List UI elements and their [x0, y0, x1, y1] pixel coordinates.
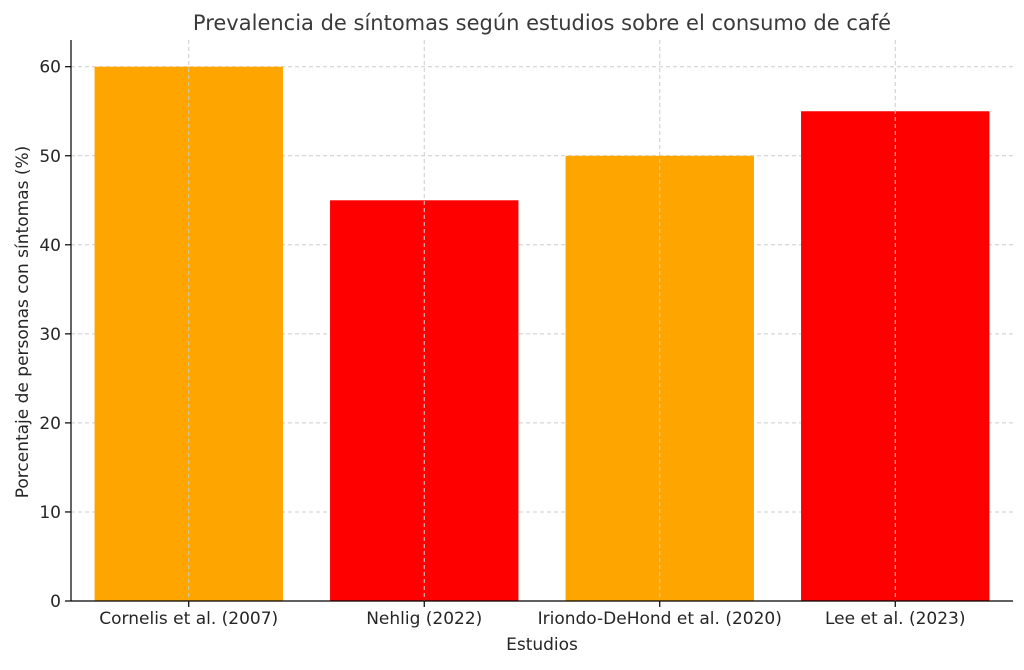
axes: [70, 40, 1013, 602]
y-axis-ticks: 0 10 20 30 40 50 60: [39, 58, 71, 612]
y-tick-label: 60: [39, 58, 61, 78]
x-tick-label: Nehlig (2022): [366, 609, 482, 629]
y-tick-label: 20: [39, 414, 61, 434]
x-axis-label: Estudios: [506, 635, 578, 655]
x-axis-ticks: Cornelis et al. (2007) Nehlig (2022) Irion…: [99, 601, 966, 629]
y-tick-label: 30: [39, 325, 61, 345]
x-tick-label: Lee et al. (2023): [825, 609, 966, 629]
y-tick-label: 50: [39, 147, 61, 167]
x-tick-label: Iriondo-DeHond et al. (2020): [538, 609, 782, 629]
y-tick-label: 10: [39, 503, 61, 523]
x-tick-label: Cornelis et al. (2007): [99, 609, 278, 629]
chart-title: Prevalencia de síntomas según estudios s…: [193, 11, 891, 35]
y-tick-label: 0: [50, 592, 61, 612]
vertical-grid-lines: [188, 40, 896, 601]
y-axis-label: Porcentaje de personas con síntomas (%): [13, 146, 33, 499]
y-tick-label: 40: [39, 236, 61, 256]
